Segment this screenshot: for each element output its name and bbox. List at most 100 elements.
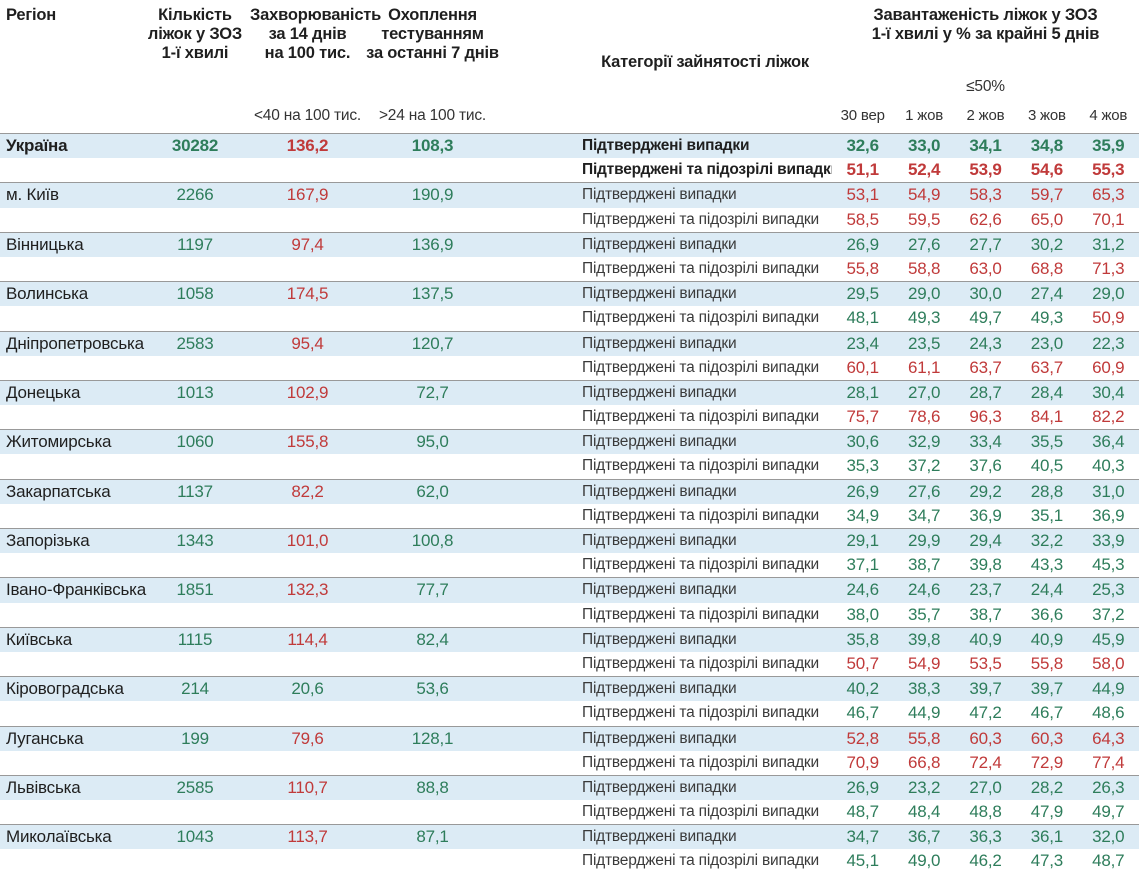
load-value: 26,3 xyxy=(1092,777,1125,797)
load-value: 48,1 xyxy=(846,308,879,328)
load-value: 36,4 xyxy=(1092,432,1125,452)
load-value: 29,5 xyxy=(846,284,879,304)
load-value: 54,6 xyxy=(1030,160,1064,180)
category-label-suspected: Підтверджені та підозрілі випадки xyxy=(582,654,819,672)
category-label-confirmed: Підтверджені випадки xyxy=(582,729,737,747)
date-column-header: 3 жов xyxy=(1027,107,1066,124)
region-name: Київська xyxy=(6,629,72,649)
load-value: 63,0 xyxy=(969,258,1002,278)
table-header: Регіон Кількість ліжок у ЗОЗ 1-ї хвилі З… xyxy=(0,0,1139,133)
region-name: м. Київ xyxy=(6,185,59,205)
suspected-row: Підтверджені та підозрілі випадки 46,7 44,… xyxy=(0,701,1139,726)
testing-value: 87,1 xyxy=(416,827,449,847)
load-value: 43,3 xyxy=(1030,555,1064,575)
region-name: Дніпропетровська xyxy=(6,333,144,353)
load-value: 28,4 xyxy=(1030,382,1064,402)
load-value: 58,3 xyxy=(969,185,1002,205)
beds-value: 1058 xyxy=(176,284,214,304)
region-group: Волинська 1058 174,5 137,5 Підтверджені випа… xyxy=(0,281,1139,331)
category-label-confirmed: Підтверджені випадки xyxy=(582,235,737,253)
beds-value: 1013 xyxy=(176,382,214,402)
load-value: 28,2 xyxy=(1030,777,1064,797)
beds-value: 1043 xyxy=(176,827,214,847)
load-value: 55,8 xyxy=(907,728,941,748)
load-value: 31,0 xyxy=(1092,481,1125,501)
load-value: 32,2 xyxy=(1030,531,1064,550)
beds-value: 1060 xyxy=(176,432,214,452)
testing-value: 108,3 xyxy=(411,136,454,155)
category-label-suspected: Підтверджені та підозрілі випадки xyxy=(582,852,819,870)
load-value: 47,2 xyxy=(969,703,1002,723)
confirmed-row: Вінницька 1197 97,4 136,9 Підтверджені випад… xyxy=(0,232,1139,257)
load-value: 39,7 xyxy=(969,679,1002,699)
load-value: 72,9 xyxy=(1030,752,1064,772)
load-value: 49,3 xyxy=(907,308,941,328)
load-value: 48,4 xyxy=(907,802,941,822)
testing-threshold-label: >24 на 100 тис. xyxy=(378,106,487,124)
load-value: 36,1 xyxy=(1030,827,1064,847)
suspected-row: Підтверджені та підозрілі випадки 35,3 37,… xyxy=(0,454,1139,479)
load-value: 24,6 xyxy=(846,580,879,600)
load-value: 40,2 xyxy=(846,679,879,699)
load-value: 39,8 xyxy=(907,629,941,649)
load-value: 70,9 xyxy=(846,752,879,772)
load-value: 30,2 xyxy=(1030,234,1064,254)
category-label-suspected: Підтверджені та підозрілі випадки xyxy=(582,161,832,179)
load-value: 50,7 xyxy=(846,653,879,673)
beds-value: 2583 xyxy=(176,333,214,353)
beds-value: 214 xyxy=(181,679,209,699)
col-header-incidence: Захворюваність за 14 днів на 100 тис. xyxy=(250,6,382,62)
load-value: 30,6 xyxy=(846,432,879,452)
load-value: 96,3 xyxy=(969,407,1002,427)
region-name: Вінницька xyxy=(6,234,84,254)
load-value: 60,9 xyxy=(1092,357,1125,377)
load-value: 29,0 xyxy=(1092,284,1125,304)
load-value: 38,7 xyxy=(969,604,1002,624)
load-value: 32,9 xyxy=(907,432,941,452)
load-value: 35,9 xyxy=(1092,136,1125,155)
incidence-value: 82,2 xyxy=(291,481,324,501)
load-value: 44,9 xyxy=(1092,679,1125,699)
incidence-value: 101,0 xyxy=(286,531,329,550)
suspected-row: Підтверджені та підозрілі випадки 50,7 54,… xyxy=(0,651,1139,677)
category-label-suspected: Підтверджені та підозрілі випадки xyxy=(582,259,819,277)
load-value: 44,9 xyxy=(907,703,941,723)
load-value: 37,6 xyxy=(969,456,1002,476)
load-value: 32,0 xyxy=(1092,827,1125,847)
load-value: 48,6 xyxy=(1092,703,1125,723)
category-label-suspected: Підтверджені та підозрілі випадки xyxy=(582,704,819,722)
category-label-confirmed: Підтверджені випадки xyxy=(582,778,737,796)
load-value: 37,2 xyxy=(1092,604,1125,624)
confirmed-row: Житомирська 1060 155,8 95,0 Підтверджені вип… xyxy=(0,430,1139,455)
testing-value: 95,0 xyxy=(416,432,449,452)
testing-value: 128,1 xyxy=(411,728,454,748)
load-value: 36,9 xyxy=(969,505,1002,525)
load-value: 49,7 xyxy=(969,308,1002,328)
confirmed-row: Київська 1115 114,4 82,4 Підтверджені випадк… xyxy=(0,627,1139,652)
load-value: 53,5 xyxy=(969,653,1002,673)
region-group: м. Київ 2266 167,9 190,9 Підтверджені випадк… xyxy=(0,182,1139,232)
load-value: 36,9 xyxy=(1092,505,1125,525)
load-value: 53,9 xyxy=(969,160,1002,180)
beds-value: 2266 xyxy=(176,185,214,205)
testing-value: 136,9 xyxy=(411,234,454,254)
load-value: 75,7 xyxy=(846,407,879,427)
load-value: 45,3 xyxy=(1092,555,1125,575)
load-value: 48,8 xyxy=(969,802,1002,822)
confirmed-row: Івано-Франківська 1851 132,3 77,7 Підтвердже… xyxy=(0,578,1139,603)
load-value: 63,7 xyxy=(969,357,1002,377)
load-value: 28,1 xyxy=(846,382,879,402)
load-value: 61,1 xyxy=(907,357,941,377)
category-label-suspected: Підтверджені та підозрілі випадки xyxy=(582,457,819,475)
suspected-row: Підтверджені та підозрілі випадки 55,8 58,… xyxy=(0,256,1139,282)
region-group: Кіровоградська 214 20,6 53,6 Підтверджені ви… xyxy=(0,676,1139,726)
load-value: 58,0 xyxy=(1092,653,1125,673)
load-value: 70,1 xyxy=(1092,209,1125,229)
category-label-suspected: Підтверджені та підозрілі випадки xyxy=(582,506,819,524)
region-group: Луганська 199 79,6 128,1 Підтверджені випадк… xyxy=(0,725,1139,775)
load-value: 35,7 xyxy=(907,604,941,624)
category-label-suspected: Підтверджені та підозрілі випадки xyxy=(582,556,819,574)
confirmed-row: Кіровоградська 214 20,6 53,6 Підтверджені ви… xyxy=(0,677,1139,702)
load-value: 49,3 xyxy=(1030,308,1064,328)
load-value: 40,9 xyxy=(969,629,1002,649)
